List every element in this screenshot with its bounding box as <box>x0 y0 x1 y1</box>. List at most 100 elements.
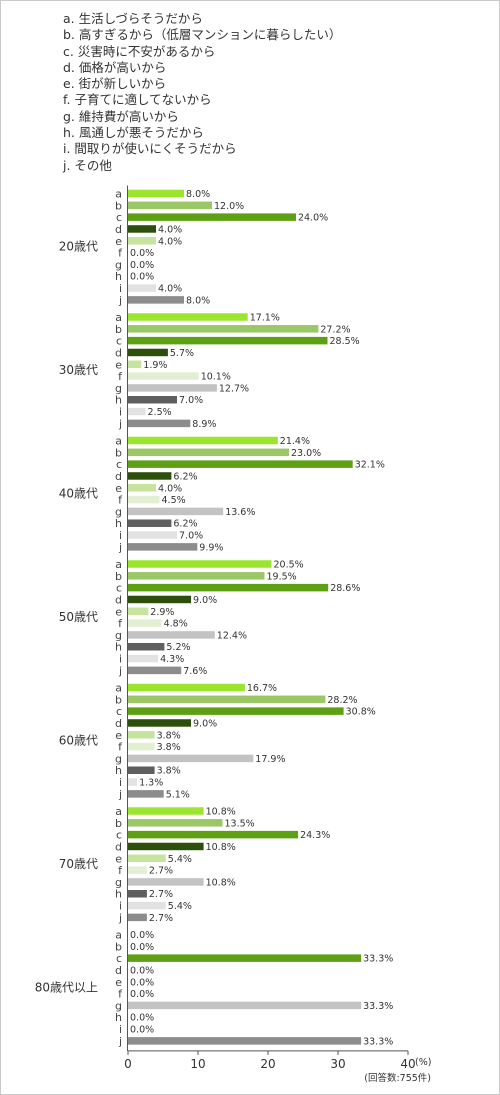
series-letter-label: d <box>115 346 122 359</box>
value-label: 24.3% <box>300 830 330 841</box>
series-letter-label: d <box>115 223 122 236</box>
value-label: 17.9% <box>255 754 285 765</box>
series-letter-label: d <box>115 470 122 483</box>
series-letter-label: i <box>119 529 122 542</box>
bar <box>128 436 278 445</box>
value-label: 1.9% <box>143 360 167 371</box>
bar <box>128 707 344 715</box>
series-letter-label: h <box>115 270 122 283</box>
series-letter-label: g <box>115 999 122 1012</box>
legend-item-a: a. 生活しづらそうだから <box>63 11 203 26</box>
bar <box>128 189 184 198</box>
series-letter-label: h <box>115 764 122 777</box>
value-label: 28.5% <box>330 336 360 347</box>
series-letter-label: h <box>115 888 122 901</box>
x-tick-label: 40 <box>400 1057 415 1071</box>
bar <box>128 1037 362 1045</box>
bar <box>128 866 147 874</box>
legend-item-c: c. 災害時に不安があるから <box>63 43 216 59</box>
value-label: 3.8% <box>157 730 181 741</box>
legend-item-f: f. 子育てに適してないから <box>63 92 212 108</box>
value-label: 28.6% <box>330 583 360 594</box>
series-letter-label: d <box>115 964 122 977</box>
series-letter-label: a <box>115 682 122 695</box>
series-letter-label: f <box>118 494 123 507</box>
bar <box>128 913 147 922</box>
series-letter-label: b <box>115 323 122 336</box>
value-label: 8.9% <box>192 419 216 430</box>
series-letter-label: c <box>116 829 122 842</box>
series-letter-label: f <box>118 864 123 877</box>
value-label: 9.0% <box>193 595 217 606</box>
series-letter-label: f <box>118 247 123 260</box>
legend-item-d: d. 価格が高いから <box>63 59 167 75</box>
series-letter-label: f <box>118 370 123 383</box>
value-label: 24.0% <box>298 213 328 224</box>
legend-item-e: e. 街が新しいから <box>63 76 167 92</box>
value-label: 4.0% <box>158 224 182 235</box>
value-label: 4.0% <box>158 284 182 295</box>
series-letter-label: c <box>116 582 122 595</box>
legend-item-b: b. 高すぎるから（低層マンションに暮らしたい） <box>63 27 342 43</box>
series-letter-label: e <box>115 235 122 248</box>
series-letter-label: j <box>118 417 122 430</box>
bar <box>128 631 215 639</box>
bar <box>128 731 155 739</box>
value-label: 27.2% <box>320 324 350 335</box>
bar <box>128 507 224 516</box>
bar <box>128 595 191 604</box>
series-letter-label: c <box>116 705 122 718</box>
bar <box>128 666 182 675</box>
value-label: 0.0% <box>130 248 154 259</box>
bar <box>128 854 166 863</box>
bar <box>128 807 204 815</box>
value-label: 32.1% <box>355 460 385 471</box>
value-label: 20.5% <box>274 560 304 571</box>
bar <box>128 901 166 910</box>
bar <box>128 719 191 727</box>
value-label: 10.8% <box>206 877 236 888</box>
legend-item-h: h. 風通しが悪そうだから <box>63 125 204 141</box>
series-letter-label: c <box>116 335 122 348</box>
value-label: 10.8% <box>206 807 236 818</box>
bar <box>128 296 184 304</box>
legend-item-i: i. 間取りが使いにくそうだから <box>63 141 237 157</box>
value-label: 8.0% <box>186 189 210 200</box>
value-label: 0.0% <box>130 1013 154 1024</box>
x-tick-label: 10 <box>190 1057 205 1071</box>
value-label: 0.0% <box>130 977 154 988</box>
value-label: 12.0% <box>214 201 244 212</box>
value-label: 33.3% <box>363 1001 393 1012</box>
bar <box>128 819 223 827</box>
value-label: 17.1% <box>250 313 280 324</box>
series-letter-label: g <box>115 258 122 271</box>
series-letter-label: i <box>119 1023 122 1036</box>
category-label: 70歳代 <box>59 857 98 871</box>
series-letter-label: a <box>115 558 122 571</box>
category-label: 20歳代 <box>59 240 98 254</box>
value-label: 5.4% <box>168 854 192 865</box>
value-label: 9.0% <box>193 718 217 729</box>
value-label: 33.3% <box>363 1036 393 1047</box>
bar <box>128 572 265 580</box>
series-letter-label: b <box>115 940 122 953</box>
value-label: 4.5% <box>162 495 186 506</box>
category-label: 40歳代 <box>59 487 98 501</box>
bar <box>128 237 156 245</box>
bar <box>128 842 204 851</box>
series-letter-label: i <box>119 282 122 295</box>
bar <box>128 778 138 786</box>
series-letter-label: c <box>116 211 122 224</box>
series-letter-label: b <box>115 570 122 583</box>
value-label: 2.5% <box>148 407 172 418</box>
value-label: 0.0% <box>130 965 154 976</box>
series-letter-label: e <box>115 358 122 371</box>
series-letter-label: i <box>119 900 122 913</box>
series-letter-label: j <box>118 541 122 554</box>
series-letter-label: b <box>115 446 122 459</box>
bar <box>128 619 162 627</box>
series-letter-label: b <box>115 693 122 706</box>
series-letter-label: j <box>118 294 122 307</box>
value-label: 19.5% <box>267 571 297 582</box>
